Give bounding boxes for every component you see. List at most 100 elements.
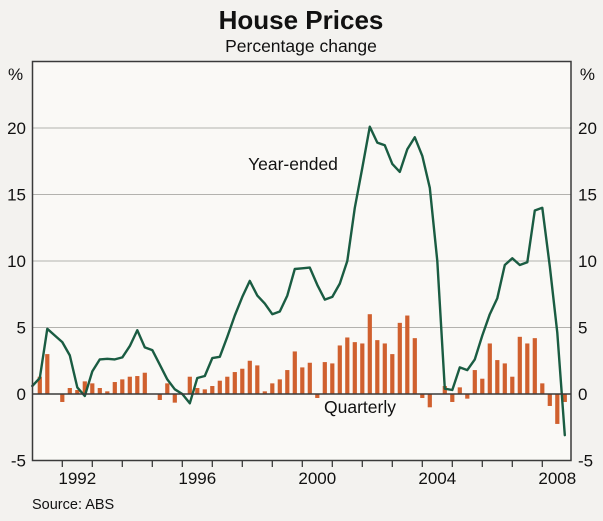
- bar-q57: [457, 387, 462, 394]
- bar-q32: [270, 383, 275, 394]
- y-label-15: 15: [578, 186, 597, 205]
- bar-q6: [75, 390, 80, 394]
- bar-q50: [405, 315, 410, 394]
- bar-q23: [202, 389, 207, 394]
- bar-q43: [352, 342, 357, 394]
- bar-q8: [90, 383, 95, 394]
- bar-q28: [240, 368, 245, 394]
- x-label-1992: 1992: [58, 469, 96, 488]
- bar-q15: [142, 372, 147, 394]
- bar-q66: [525, 343, 530, 394]
- bar-q13: [127, 376, 132, 394]
- x-label-2008: 2008: [538, 469, 576, 488]
- x-label-1996: 1996: [178, 469, 216, 488]
- bar-q40: [330, 363, 335, 394]
- bar-q10: [105, 391, 110, 394]
- bar-q31: [262, 391, 267, 394]
- bar-q71: [562, 394, 567, 402]
- bar-q64: [510, 376, 515, 394]
- bar-q19: [172, 394, 177, 403]
- bar-q65: [517, 336, 522, 394]
- y-axis-labels-left: 20 15 10 5 0 -5: [7, 119, 26, 471]
- bar-q36: [300, 367, 305, 394]
- bar-q22: [195, 388, 200, 394]
- bar-q11: [112, 382, 117, 394]
- x-axis-year-labels: 1992 1996 2000 2004 2008: [58, 469, 576, 488]
- quarterly-series-label: Quarterly: [324, 397, 396, 417]
- y-label--5: -5: [11, 452, 26, 471]
- bar-q69: [547, 394, 552, 406]
- bar-q24: [210, 386, 215, 394]
- plot-frame: [31, 60, 572, 462]
- y-label-10: 10: [7, 252, 26, 271]
- source-note: Source: ABS: [32, 497, 114, 513]
- bar-q58: [465, 394, 470, 399]
- bar-q25: [217, 380, 222, 394]
- year-ended-line: [31, 125, 566, 437]
- y-axis-labels-right: 20 15 10 5 0 -5: [578, 119, 597, 471]
- percent-sign-left: %: [8, 65, 23, 84]
- bar-q49: [397, 322, 402, 394]
- y-label--5: -5: [578, 452, 593, 471]
- y-label-0: 0: [17, 385, 26, 404]
- bar-q53: [427, 394, 432, 408]
- bar-q61: [487, 343, 492, 394]
- bar-q67: [532, 338, 537, 394]
- chart-subtitle: Percentage change: [225, 36, 377, 56]
- y-label-0: 0: [578, 385, 587, 404]
- bar-q52: [420, 394, 425, 398]
- bar-q60: [480, 378, 485, 394]
- y-label-5: 5: [17, 319, 26, 338]
- y-label-5: 5: [578, 319, 587, 338]
- bar-q34: [285, 370, 290, 394]
- bar-q37: [307, 362, 312, 394]
- chart-title: House Prices: [219, 5, 384, 35]
- bar-q35: [292, 351, 297, 394]
- x-label-2004: 2004: [418, 469, 456, 488]
- y-label-20: 20: [7, 119, 26, 138]
- bar-q42: [345, 337, 350, 394]
- quarterly-bars: [37, 314, 567, 424]
- bar-q12: [120, 379, 125, 394]
- y-label-15: 15: [7, 186, 26, 205]
- bar-q46: [375, 340, 380, 394]
- y-label-20: 20: [578, 119, 597, 138]
- x-axis-ticks: [61, 460, 543, 467]
- bar-q44: [360, 343, 365, 394]
- bar-q26: [225, 376, 230, 394]
- bar-q1: [37, 376, 42, 394]
- bar-q14: [135, 376, 140, 394]
- bar-q7: [82, 381, 87, 394]
- bar-q62: [495, 360, 500, 394]
- bar-q39: [322, 362, 327, 394]
- bar-q63: [502, 363, 507, 394]
- bar-q70: [555, 394, 560, 424]
- percent-sign-right: %: [580, 65, 595, 84]
- bar-q27: [232, 372, 237, 394]
- bar-q51: [412, 338, 417, 394]
- bar-q55: [442, 386, 447, 394]
- bar-q47: [382, 343, 387, 394]
- x-label-2000: 2000: [298, 469, 336, 488]
- bar-q41: [337, 345, 342, 394]
- bar-q59: [472, 370, 477, 394]
- gridlines: [32, 127, 571, 328]
- bar-q21: [187, 376, 192, 394]
- bar-q56: [450, 394, 455, 402]
- bar-q5: [67, 388, 72, 394]
- y-label-10: 10: [578, 252, 597, 271]
- bar-q38: [315, 394, 320, 398]
- bar-q33: [277, 379, 282, 394]
- bar-q45: [367, 314, 372, 394]
- bar-q2: [45, 354, 50, 394]
- bar-q18: [165, 383, 170, 394]
- bar-q9: [97, 388, 102, 394]
- year-ended-series-label: Year-ended: [248, 154, 338, 174]
- bar-q48: [390, 354, 395, 394]
- bar-q68: [540, 383, 545, 394]
- bar-q17: [157, 394, 162, 400]
- bar-q30: [255, 365, 260, 394]
- bar-q29: [247, 360, 252, 394]
